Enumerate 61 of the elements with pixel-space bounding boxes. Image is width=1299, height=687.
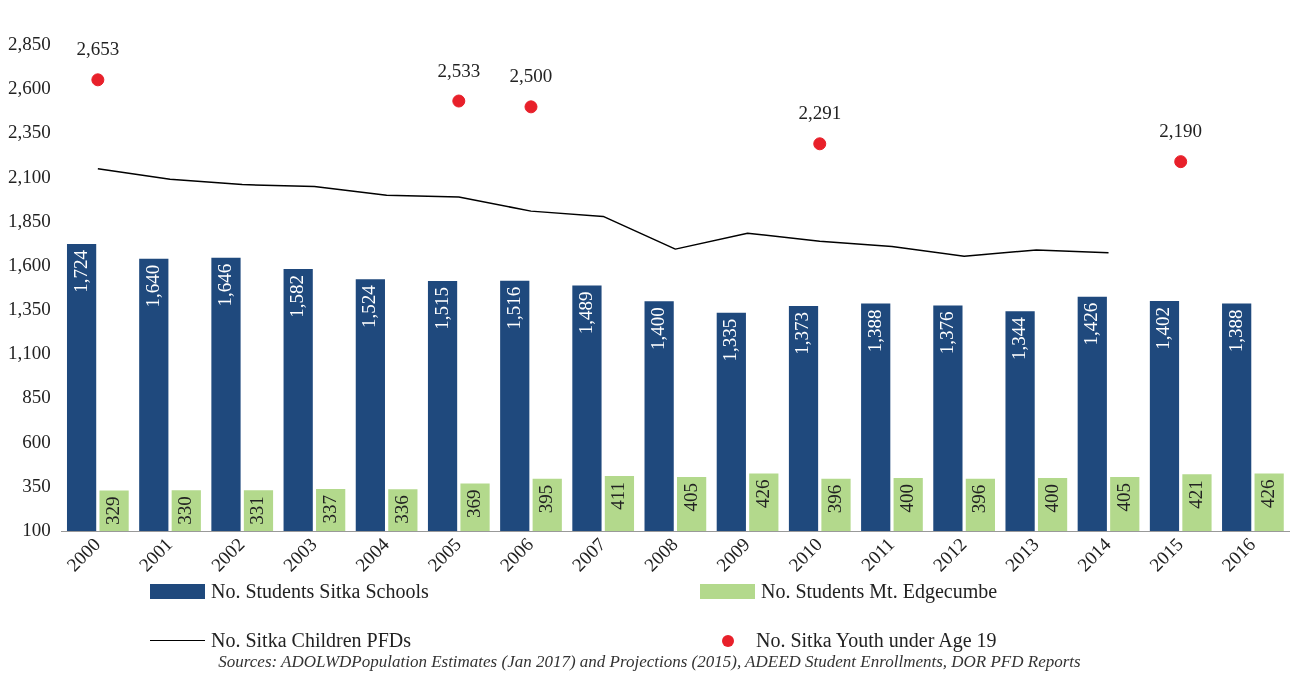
y-tick-label: 1,100: [8, 342, 51, 364]
data-label: 1,516: [502, 286, 524, 330]
y-tick-label: 2,100: [8, 165, 51, 187]
point: [452, 94, 466, 108]
y-tick-label: 850: [22, 386, 51, 408]
point: [813, 137, 827, 151]
data-label: 395: [535, 484, 557, 514]
data-label: 1,515: [430, 286, 452, 330]
legend-label: No. Sitka Youth under Age 19: [756, 629, 997, 652]
data-label: 336: [390, 495, 412, 524]
data-label: 1,388: [863, 309, 885, 353]
y-tick-label: 2,600: [8, 77, 51, 99]
data-label: 2,190: [1159, 120, 1203, 142]
data-label: 369: [463, 489, 485, 518]
data-label: 1,400: [647, 307, 669, 351]
y-tick-label: 1,600: [8, 253, 51, 275]
data-label: 329: [102, 496, 124, 526]
data-label: 1,524: [358, 284, 380, 329]
data-label: 1,402: [1152, 306, 1174, 350]
legend-label: No. Students Mt. Edgecumbe: [761, 580, 998, 603]
y-tick-label: 2,350: [8, 121, 51, 143]
data-label: 1,489: [574, 291, 596, 335]
data-label: 1,335: [719, 318, 741, 362]
data-label: 426: [1257, 479, 1279, 508]
data-label: 337: [318, 495, 340, 524]
data-label: 2,653: [76, 38, 120, 60]
y-tick-label: 350: [22, 474, 51, 496]
data-label: 330: [174, 496, 196, 525]
data-label: 1,388: [1224, 309, 1246, 353]
data-label: 2,533: [437, 59, 481, 81]
y-tick-label: 600: [22, 430, 51, 452]
data-label: 1,724: [69, 249, 91, 293]
y-tick-label: 2,850: [8, 32, 51, 54]
data-label: 400: [896, 483, 918, 513]
data-label: 1,640: [141, 264, 163, 308]
data-label: 396: [823, 484, 845, 514]
data-label: 1,582: [286, 275, 308, 318]
source-note: Sources: ADOLWDPopulation Estimates (Jan 2017) and Projections (2015), ADEED Student Enrollments, DOR PFD Reports: [217, 652, 1082, 672]
point: [1174, 155, 1188, 169]
legend-label: No. Students Sitka Schools: [211, 580, 429, 603]
point: [91, 73, 105, 87]
data-label: 426: [751, 479, 773, 508]
data-label: 2,500: [509, 65, 553, 87]
data-label: 400: [1040, 483, 1062, 513]
data-label: 405: [1112, 483, 1134, 512]
y-tick-label: 100: [22, 518, 51, 540]
legend-label: No. Sitka Children PFDs: [211, 629, 412, 652]
data-label: 1,376: [935, 311, 957, 355]
data-label: 1,373: [791, 312, 813, 355]
data-label: 405: [679, 483, 701, 512]
y-tick-label: 1,350: [8, 298, 51, 320]
data-label: 421: [1184, 480, 1206, 509]
data-label: 1,646: [213, 263, 235, 307]
data-label: 411: [607, 482, 629, 510]
y-tick-label: 1,850: [8, 209, 51, 231]
point: [524, 100, 538, 114]
data-label: 1,344: [1008, 316, 1030, 360]
data-label: 396: [968, 484, 990, 514]
data-label: 331: [246, 496, 268, 525]
data-label: 2,291: [798, 102, 842, 124]
data-label: 1,426: [1080, 302, 1102, 346]
